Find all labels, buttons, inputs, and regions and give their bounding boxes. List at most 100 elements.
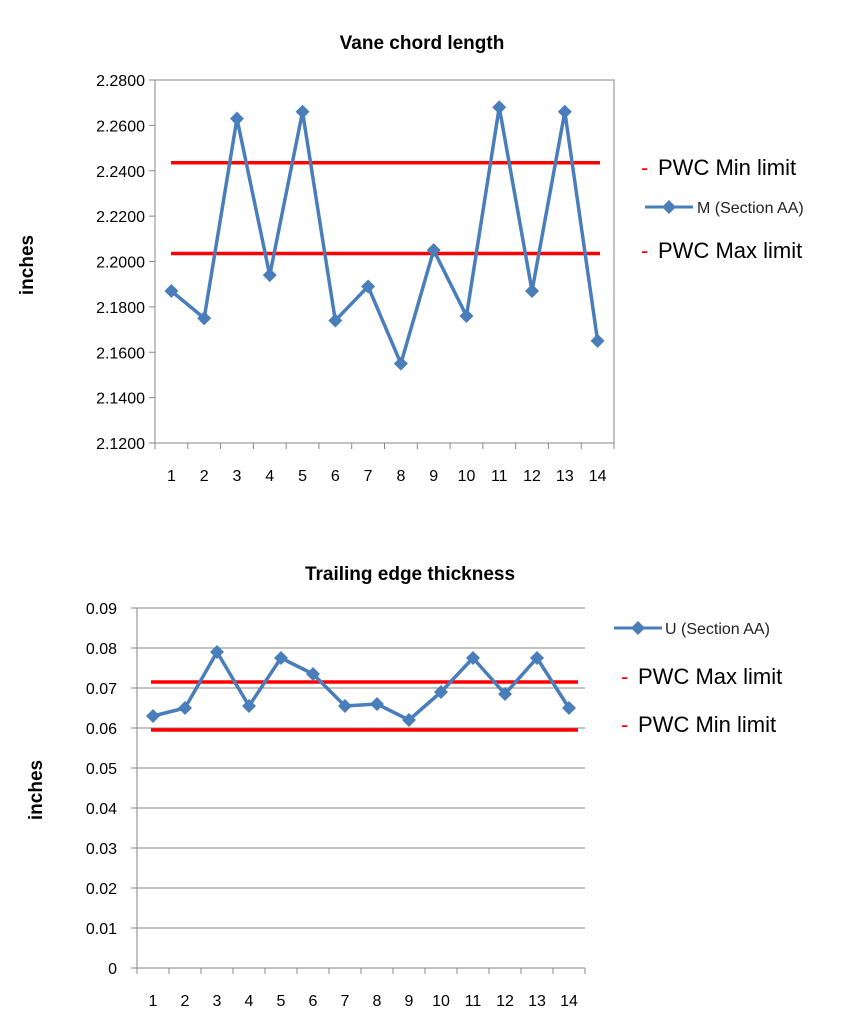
data-point-marker [426, 243, 441, 258]
data-point-marker [562, 701, 576, 715]
y-tick-label: 2.1800 [96, 300, 145, 317]
legend-diamond-icon [631, 621, 645, 635]
legend-limit-2: - PWC Max limit [641, 238, 802, 263]
y-tick-label: 0.06 [86, 721, 117, 738]
data-point-marker [338, 699, 352, 713]
y-tick-label: 0 [108, 961, 117, 978]
data-point-marker [164, 283, 179, 298]
chart-title: Trailing edge thickness [305, 564, 515, 585]
legend-label: U (Section AA) [665, 621, 770, 638]
y-tick-label: 2.2200 [96, 209, 145, 226]
legend-label: PWC Max limit [638, 664, 782, 689]
y-tick-label: 0.09 [86, 601, 117, 618]
legend-label: PWC Min limit [638, 712, 776, 737]
y-tick-label: 0.03 [86, 841, 117, 858]
data-point-marker [178, 701, 192, 715]
legend-series: U (Section AA) [614, 621, 770, 638]
y-tick-label: 0.04 [86, 801, 117, 818]
y-tick-label: 0.05 [86, 761, 117, 778]
legend: - PWC Min limit M (Section AA) - PWC Max… [641, 155, 804, 263]
x-tick-label: 4 [245, 993, 254, 1010]
x-tick-label: 10 [432, 993, 450, 1010]
x-tick-label: 5 [277, 993, 286, 1010]
legend-label: PWC Min limit [658, 155, 796, 180]
y-tick-label: 0.01 [86, 921, 117, 938]
y-axis-label: inches [26, 760, 47, 820]
series-line [152, 650, 571, 722]
legend-dash: - [641, 238, 648, 263]
y-tick-label: 2.2400 [96, 164, 145, 181]
x-tick-label: 6 [331, 468, 340, 485]
x-tick-label: 7 [341, 993, 350, 1010]
x-tick-label: 1 [149, 993, 158, 1010]
chart-trailing-edge-thickness: Trailing edge thickness inches 0 0.01 0.02… [26, 564, 782, 1010]
data-point-marker [274, 651, 288, 665]
legend-dash: - [621, 664, 628, 689]
legend-limit-1: - PWC Min limit [641, 155, 796, 180]
legend: U (Section AA) - PWC Max limit - PWC Min… [614, 621, 782, 737]
data-point-marker [393, 356, 408, 371]
legend-diamond-icon [662, 200, 676, 214]
x-tick-label: 8 [396, 468, 405, 485]
data-point-marker [498, 687, 512, 701]
data-point-marker [370, 697, 384, 711]
data-point-marker [525, 283, 540, 298]
legend-limit-2: - PWC Min limit [621, 712, 776, 737]
legend-series: M (Section AA) [645, 200, 804, 217]
data-point-marker [590, 333, 605, 348]
x-tick-label: 4 [265, 468, 274, 485]
y-tick-label: 2.1400 [96, 391, 145, 408]
x-tick-label: 3 [213, 993, 222, 1010]
data-point-marker [197, 311, 212, 326]
x-tick-label: 11 [491, 468, 508, 485]
data-point-marker [466, 651, 480, 665]
data-point-marker [530, 651, 544, 665]
x-tick-label: 7 [364, 468, 373, 485]
data-point-marker [306, 667, 320, 681]
chart-title: Vane chord length [340, 33, 505, 54]
x-tick-label: 11 [465, 993, 482, 1010]
x-tick-label: 9 [405, 993, 414, 1010]
data-point-marker [459, 308, 474, 323]
legend-dash: - [641, 155, 648, 180]
x-tick-label: 14 [589, 468, 607, 485]
data-point-marker [262, 268, 277, 283]
y-tick-label: 0.02 [86, 881, 117, 898]
y-tick-label: 2.1200 [96, 436, 145, 453]
y-tick-label: 2.2000 [96, 255, 145, 272]
x-tick-label: 6 [309, 993, 318, 1010]
x-tick-label: 2 [181, 993, 190, 1010]
legend-limit-1: - PWC Max limit [621, 664, 782, 689]
data-point-marker [402, 713, 416, 727]
x-tick-label: 13 [556, 468, 574, 485]
legend-label: PWC Max limit [658, 238, 802, 263]
x-tick-label: 12 [496, 993, 514, 1010]
y-tick-label: 0.07 [86, 681, 117, 698]
x-tick-label: 1 [167, 468, 176, 485]
data-point-marker [328, 313, 343, 328]
x-tick-label: 2 [200, 468, 209, 485]
y-tick-label: 0.08 [86, 641, 117, 658]
data-point-marker [295, 104, 310, 119]
x-tick-label: 8 [373, 993, 382, 1010]
legend-dash: - [621, 712, 628, 737]
data-point-marker [492, 100, 507, 115]
x-tick-label: 5 [298, 468, 307, 485]
chart-vane-chord-length: Vane chord length inches 2.1200 2.1400 2.1… [17, 33, 804, 485]
x-tick-label: 12 [523, 468, 541, 485]
data-point-marker [146, 709, 160, 723]
y-axis-label: inches [17, 235, 38, 295]
data-point-marker [557, 104, 572, 119]
data-point-marker [229, 111, 244, 126]
data-point-marker [434, 685, 448, 699]
data-point-marker [210, 645, 224, 659]
y-tick-label: 2.1600 [96, 345, 145, 362]
y-tick-label: 2.2600 [96, 118, 145, 135]
legend-label: M (Section AA) [697, 200, 804, 217]
x-tick-label: 14 [560, 993, 578, 1010]
series-line [170, 105, 600, 366]
x-tick-label: 9 [429, 468, 438, 485]
data-point-marker [361, 279, 376, 294]
x-tick-label: 13 [528, 993, 546, 1010]
